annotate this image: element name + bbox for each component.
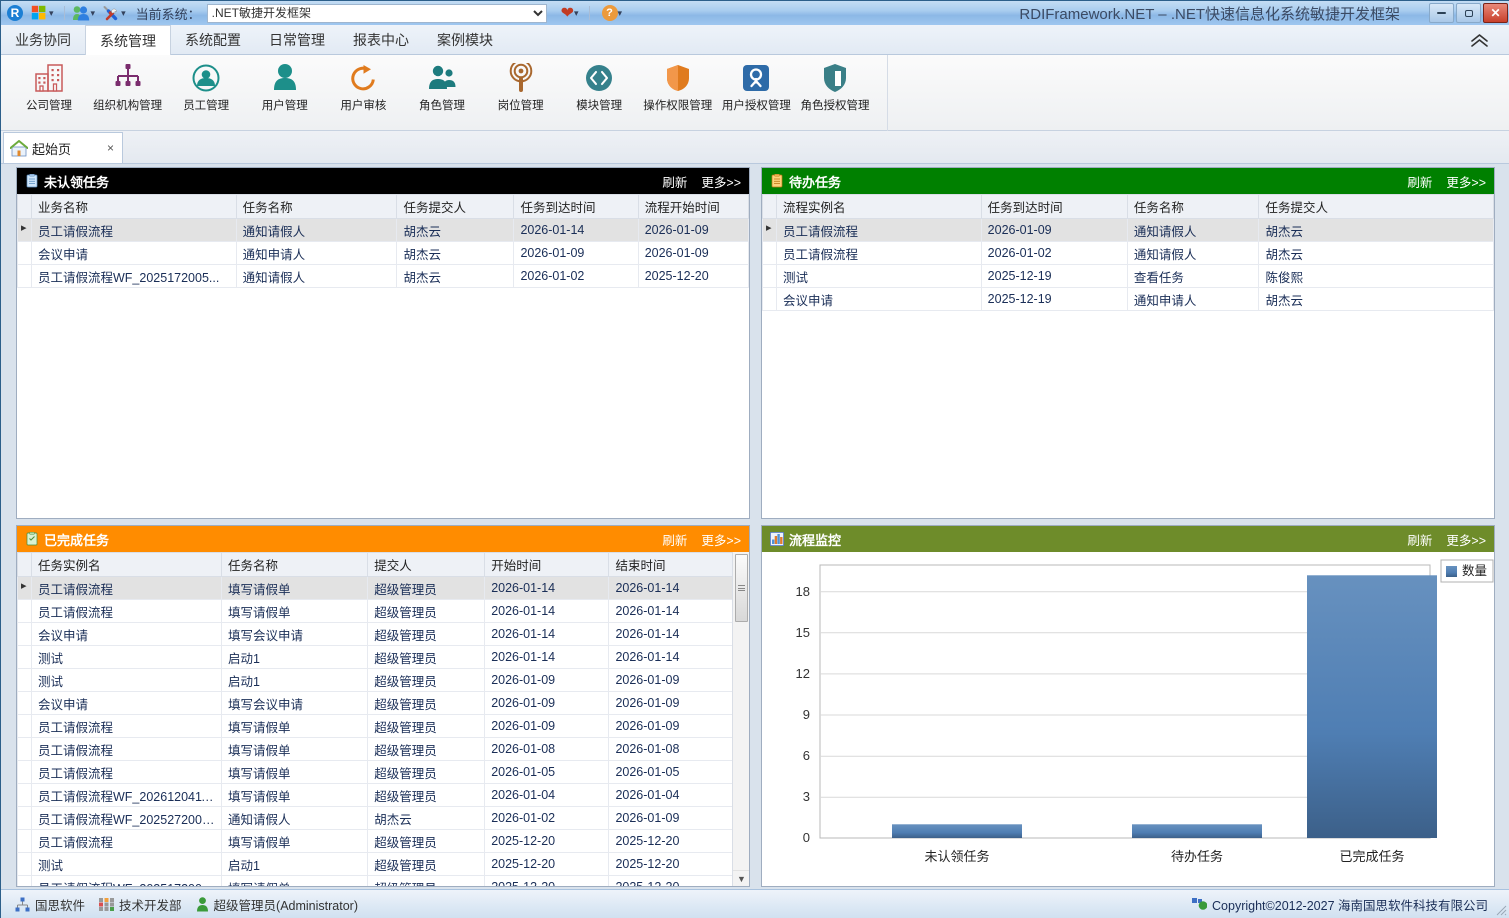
svg-text:12: 12 [796,666,810,681]
svg-text:数量: 数量 [1462,563,1487,578]
svg-text:未认领任务: 未认领任务 [924,849,989,864]
svg-text:15: 15 [796,625,810,640]
svg-text:9: 9 [803,707,810,722]
svg-text:0: 0 [803,830,810,845]
svg-text:已完成任务: 已完成任务 [1339,849,1404,864]
svg-text:待办任务: 待办任务 [1171,849,1223,864]
svg-text:18: 18 [796,584,810,599]
svg-text:6: 6 [803,748,810,763]
svg-text:3: 3 [803,789,810,804]
